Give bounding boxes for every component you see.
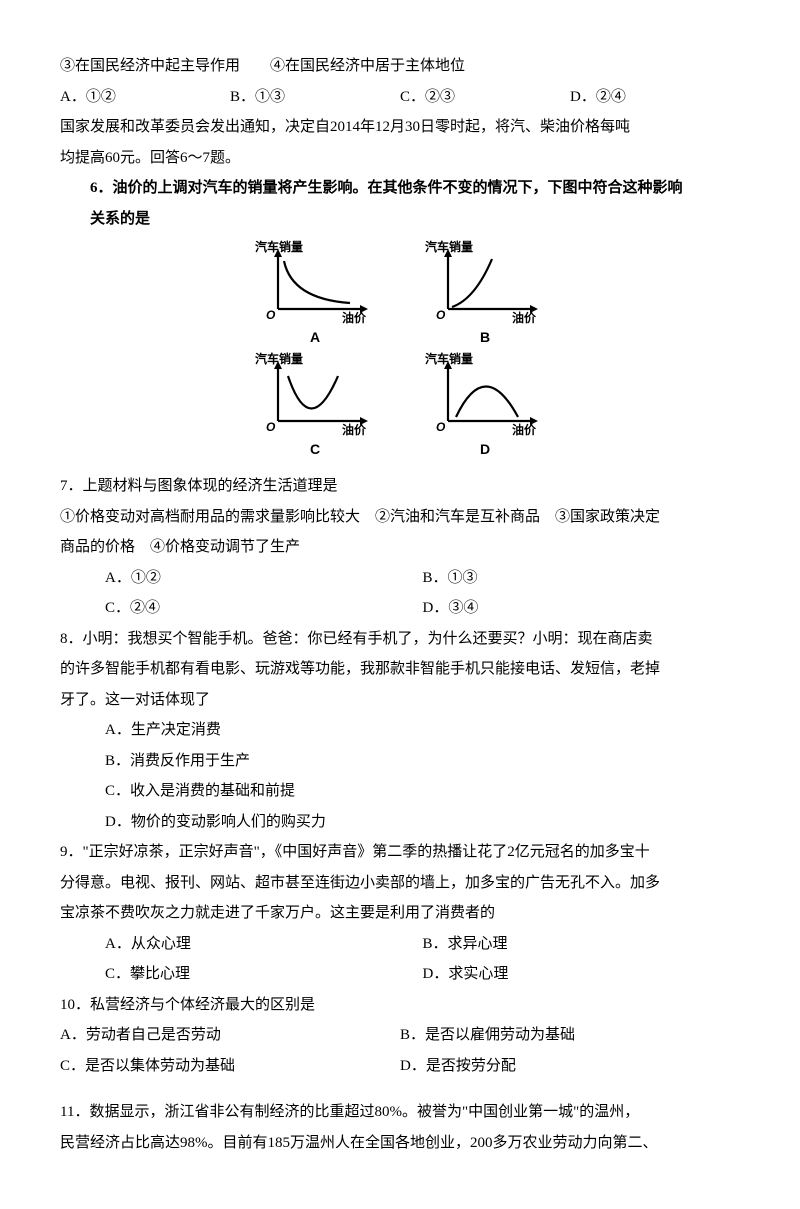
q10-stem: 10．私营经济与个体经济最大的区别是 xyxy=(60,991,740,1020)
xlabel-d: 油价 xyxy=(512,422,537,436)
q7-option-c: C．②④ xyxy=(105,594,423,623)
q9-l3: 宝凉茶不费吹灰之力就走进了千家万户。这主要是利用了消费者的 xyxy=(60,899,740,928)
q8-l2: 的许多智能手机都有看电影、玩游戏等功能，我那款非智能手机只能接电话、发短信，老掉 xyxy=(60,655,740,684)
chart-a: 汽车销量 O 油价 A xyxy=(250,239,380,351)
q7-opts-row2: C．②④ D．③④ xyxy=(60,594,740,623)
svg-text:O: O xyxy=(266,308,276,322)
q10-opts-row1: A．劳动者自己是否劳动 B．是否以雇佣劳动为基础 xyxy=(60,1021,740,1050)
option-c: C．②③ xyxy=(400,83,570,112)
q7-option-d: D．③④ xyxy=(423,594,741,623)
chart-c: 汽车销量 O 油价 C xyxy=(250,351,380,463)
q7-option-b: B．①③ xyxy=(423,564,741,593)
q9-opts-row1: A．从众心理 B．求异心理 xyxy=(60,930,740,959)
q11-l1: 11．数据显示，浙江省非公有制经济的比重超过80%。被誉为"中国创业第一城"的温… xyxy=(60,1098,740,1127)
q6-stem-1: 6．油价的上调对汽车的销量将产生影响。在其他条件不变的情况下，下图中符合这种影响 xyxy=(60,174,740,203)
option-d: D．②④ xyxy=(570,83,740,112)
xlabel-a: 油价 xyxy=(342,310,367,324)
spacer xyxy=(60,1082,740,1096)
q8-option-a: A．生产决定消费 xyxy=(60,716,740,745)
q10-option-c: C．是否以集体劳动为基础 xyxy=(60,1052,400,1081)
q8-option-b: B．消费反作用于生产 xyxy=(60,747,740,776)
chart-a-label: A xyxy=(310,324,320,351)
q6-stem-2: 关系的是 xyxy=(60,205,740,234)
svg-text:O: O xyxy=(436,308,446,322)
q8-l3: 牙了。这一对话体现了 xyxy=(60,686,740,715)
options-row: A．①② B．①③ C．②③ D．②④ xyxy=(60,83,740,112)
q7-opts-row1: A．①② B．①③ xyxy=(60,564,740,593)
q10-option-b: B．是否以雇佣劳动为基础 xyxy=(400,1021,740,1050)
q8-l1: 8．小明：我想买个智能手机。爸爸：你已经有手机了，为什么还要买？小明：现在商店卖 xyxy=(60,625,740,654)
q11-l2: 民营经济占比高达98%。目前有185万温州人在全国各地创业，200多万农业劳动力… xyxy=(60,1129,740,1158)
q7-option-a: A．①② xyxy=(105,564,423,593)
q7-stem: 7．上题材料与图象体现的经济生活道理是 xyxy=(60,472,740,501)
svg-text:O: O xyxy=(436,420,446,434)
q8-option-c: C．收入是消费的基础和前提 xyxy=(60,777,740,806)
q9-l1: 9．"正宗好凉茶，正宗好声音"，《中国好声音》第二季的热播让花了2亿元冠名的加多… xyxy=(60,838,740,867)
q9-opts-row2: C．攀比心理 D．求实心理 xyxy=(60,960,740,989)
q10-opts-row2: C．是否以集体劳动为基础 D．是否按劳分配 xyxy=(60,1052,740,1081)
q7-statements-2: 商品的价格 ④价格变动调节了生产 xyxy=(60,533,740,562)
context-line-1: 国家发展和改革委员会发出通知，决定自2014年12月30日零时起，将汽、柴油价格… xyxy=(60,113,740,142)
xlabel-b: 油价 xyxy=(512,310,537,324)
chart-c-label: C xyxy=(310,436,320,463)
chart-b: 汽车销量 O 油价 B xyxy=(420,239,550,351)
q10-option-d: D．是否按劳分配 xyxy=(400,1052,740,1081)
chart-b-label: B xyxy=(480,324,490,351)
q7-statements-1: ①价格变动对高档耐用品的需求量影响比较大 ②汽油和汽车是互补商品 ③国家政策决定 xyxy=(60,503,740,532)
q8-option-d: D．物价的变动影响人们的购买力 xyxy=(60,808,740,837)
q9-l2: 分得意。电视、报刊、网站、超市甚至连街边小卖部的墙上，加多宝的广告无孔不入。加多 xyxy=(60,869,740,898)
q9-option-a: A．从众心理 xyxy=(105,930,423,959)
q9-option-c: C．攀比心理 xyxy=(105,960,423,989)
q10-option-a: A．劳动者自己是否劳动 xyxy=(60,1021,400,1050)
chart-d-label: D xyxy=(480,436,490,463)
context-line-2: 均提高60元。回答6～7题。 xyxy=(60,144,740,173)
q9-option-b: B．求异心理 xyxy=(423,930,741,959)
statement-line: ③在国民经济中起主导作用 ④在国民经济中居于主体地位 xyxy=(60,52,740,81)
option-b: B．①③ xyxy=(230,83,400,112)
xlabel-c: 油价 xyxy=(342,422,367,436)
q6-charts: 汽车销量 O 油价 A 汽车销量 O 油价 xyxy=(60,239,740,462)
option-a: A．①② xyxy=(60,83,230,112)
chart-d: 汽车销量 O 油价 D xyxy=(420,351,550,463)
svg-text:O: O xyxy=(266,420,276,434)
q9-option-d: D．求实心理 xyxy=(423,960,741,989)
